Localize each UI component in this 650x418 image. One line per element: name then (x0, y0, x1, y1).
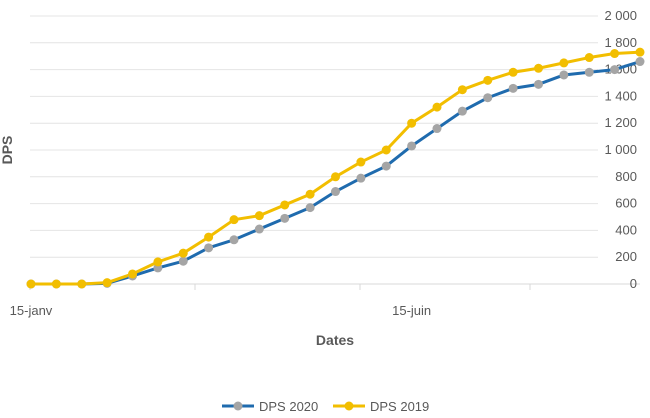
data-point-dps-2020 (432, 124, 442, 134)
x-axis-tick-labels: 15-janv 15-juin (10, 303, 431, 318)
data-point-dps-2019 (204, 232, 214, 242)
data-point-dps-2020 (254, 224, 264, 234)
data-point-dps-2019 (254, 211, 264, 221)
legend-marker (233, 401, 243, 411)
y-tick-label: 200 (615, 249, 637, 264)
data-point-dps-2019 (26, 279, 36, 289)
y-tick-label: 1 000 (604, 142, 637, 157)
data-point-dps-2020 (356, 173, 366, 183)
data-point-dps-2019 (559, 58, 569, 68)
data-point-dps-2019 (51, 279, 61, 289)
y-tick-label: 600 (615, 196, 637, 211)
data-point-dps-2020 (635, 57, 645, 67)
data-point-dps-2019 (128, 269, 137, 279)
data-point-dps-2019 (331, 172, 340, 182)
x-tick-label: 15-janv (10, 303, 53, 318)
data-point-dps-2020 (508, 83, 518, 93)
data-point-dps-2020 (280, 213, 290, 223)
data-point-dps-2020 (610, 65, 620, 75)
data-point-dps-2019 (153, 257, 163, 267)
legend: DPS 2020 DPS 2019 (222, 399, 429, 414)
data-point-dps-2019 (635, 47, 645, 57)
data-point-dps-2019 (534, 63, 543, 73)
data-point-dps-2019 (280, 200, 290, 210)
legend-label: DPS 2020 (259, 399, 318, 414)
data-point-dps-2020 (457, 106, 467, 116)
y-axis-title: DPS (0, 136, 15, 165)
data-point-dps-2019 (356, 157, 366, 167)
series-lines (29, 50, 642, 286)
y-tick-label: 1 400 (604, 88, 637, 103)
legend-item: DPS 2019 (333, 399, 429, 414)
y-tick-label: 400 (615, 222, 637, 237)
data-point-dps-2019 (457, 85, 467, 95)
data-point-dps-2019 (407, 118, 417, 128)
data-point-dps-2020 (331, 187, 340, 197)
data-point-dps-2020 (178, 256, 188, 266)
data-point-dps-2020 (584, 67, 594, 77)
data-point-dps-2019 (305, 189, 315, 199)
y-tick-label: 0 (630, 276, 637, 291)
data-point-dps-2019 (508, 67, 518, 77)
data-point-dps-2019 (102, 278, 112, 288)
data-point-dps-2019 (229, 215, 239, 225)
data-point-dps-2020 (407, 141, 417, 151)
data-point-dps-2019 (610, 49, 620, 59)
legend-item: DPS 2020 (222, 399, 318, 414)
data-point-dps-2020 (534, 79, 543, 89)
data-point-dps-2019 (77, 279, 87, 289)
x-tick-label: 15-juin (392, 303, 431, 318)
data-point-dps-2020 (483, 93, 493, 103)
data-point-dps-2020 (204, 243, 214, 253)
gridlines (30, 15, 598, 258)
legend-marker (344, 401, 354, 411)
data-point-dps-2019 (178, 248, 188, 258)
y-tick-label: 800 (615, 169, 637, 184)
data-point-dps-2019 (483, 75, 493, 85)
y-tick-label: 1 200 (604, 115, 637, 130)
y-tick-label: 2 000 (604, 8, 637, 23)
series-markers (26, 47, 645, 289)
data-point-dps-2020 (305, 203, 315, 213)
data-point-dps-2020 (381, 161, 391, 171)
data-point-dps-2019 (432, 102, 442, 112)
data-point-dps-2019 (381, 145, 391, 155)
y-tick-label: 1 800 (604, 35, 637, 50)
data-point-dps-2020 (559, 70, 569, 80)
series-line-dps-2019 (29, 50, 642, 286)
x-axis (29, 283, 640, 290)
data-point-dps-2020 (229, 235, 239, 245)
legend-label: DPS 2019 (370, 399, 429, 414)
data-point-dps-2019 (584, 53, 594, 63)
x-axis-title: Dates (316, 332, 354, 348)
